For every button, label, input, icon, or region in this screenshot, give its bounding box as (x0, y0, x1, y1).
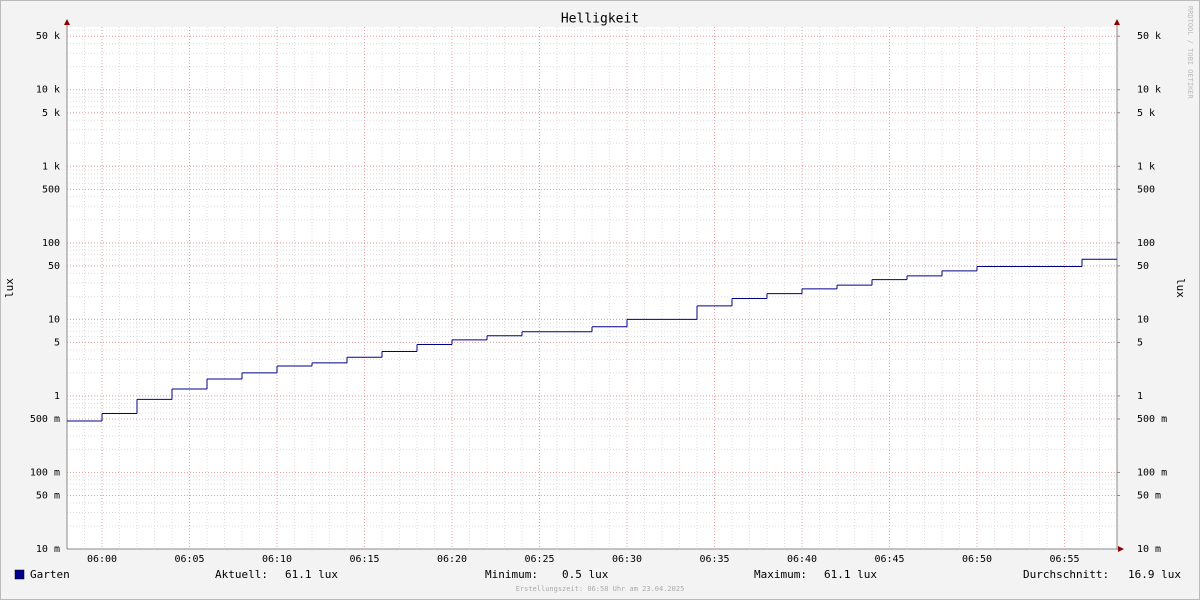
x-tick-label: 06:10 (262, 554, 292, 565)
y2-tick-label: 50 k (1137, 31, 1161, 42)
watermark: RRDTOOL / TOBI OETIKER (1186, 6, 1194, 100)
y-tick-label: 5 k (42, 108, 60, 119)
x-tick-label: 06:30 (612, 554, 642, 565)
axis-arrow (64, 19, 70, 25)
stat-value: 61.1 lux (824, 568, 877, 581)
y2-tick-label: 100 m (1137, 467, 1167, 478)
y-tick-label: 50 (48, 261, 60, 272)
y2-tick-label: 10 k (1137, 85, 1161, 96)
y2-tick-label: 500 m (1137, 414, 1167, 425)
y2-axis-label: lux (1174, 278, 1187, 298)
y-tick-label: 10 m (36, 544, 60, 555)
legend-label: Garten (30, 568, 70, 581)
y-tick-label: 1 k (42, 161, 60, 172)
legend-swatch (14, 569, 25, 580)
y-tick-label: 50 k (36, 31, 60, 42)
stat-value: 61.1 lux (285, 568, 338, 581)
y2-tick-label: 50 m (1137, 490, 1161, 501)
x-tick-label: 06:05 (174, 554, 204, 565)
stat-value: 16.9 lux (1128, 568, 1181, 581)
footer: Erstellungszeit: 06:58 Uhr am 23.04.2025 (516, 585, 685, 593)
y-tick-label: 5 (54, 337, 60, 348)
y-tick-label: 10 k (36, 85, 60, 96)
y2-tick-label: 5 (1137, 337, 1143, 348)
x-tick-label: 06:00 (87, 554, 117, 565)
y2-tick-label: 5 k (1137, 108, 1155, 119)
y2-tick-label: 10 (1137, 314, 1149, 325)
y-tick-label: 500 (42, 184, 60, 195)
y-tick-label: 100 (42, 238, 60, 249)
x-tick-label: 06:55 (1049, 554, 1079, 565)
chart-title: Helligkeit (561, 12, 639, 27)
x-tick-label: 06:45 (874, 554, 904, 565)
y-tick-label: 50 m (36, 490, 60, 501)
y-axis-label: lux (3, 278, 16, 298)
axis-arrow (1118, 546, 1124, 552)
y2-tick-label: 1 k (1137, 161, 1155, 172)
y2-tick-label: 10 m (1137, 544, 1161, 555)
y2-tick-label: 500 (1137, 184, 1155, 195)
y-tick-label: 100 m (30, 467, 60, 478)
stat-label: Maximum: (754, 568, 807, 581)
stat-value: 0.5 lux (562, 568, 609, 581)
stat-label: Aktuell: (215, 568, 268, 581)
axis-arrow (1114, 19, 1120, 25)
y2-tick-label: 50 (1137, 261, 1149, 272)
y-tick-label: 10 (48, 314, 60, 325)
x-tick-label: 06:15 (349, 554, 379, 565)
y2-tick-label: 100 (1137, 238, 1155, 249)
stat-label: Durchschnitt: (1023, 568, 1109, 581)
x-tick-label: 06:25 (524, 554, 554, 565)
y2-tick-label: 1 (1137, 391, 1143, 402)
stat-label: Minimum: (485, 568, 538, 581)
x-tick-label: 06:40 (787, 554, 817, 565)
x-tick-label: 06:35 (699, 554, 729, 565)
x-tick-label: 06:20 (437, 554, 467, 565)
x-tick-label: 06:50 (962, 554, 992, 565)
y-tick-label: 500 m (30, 414, 60, 425)
y-tick-label: 1 (54, 391, 60, 402)
